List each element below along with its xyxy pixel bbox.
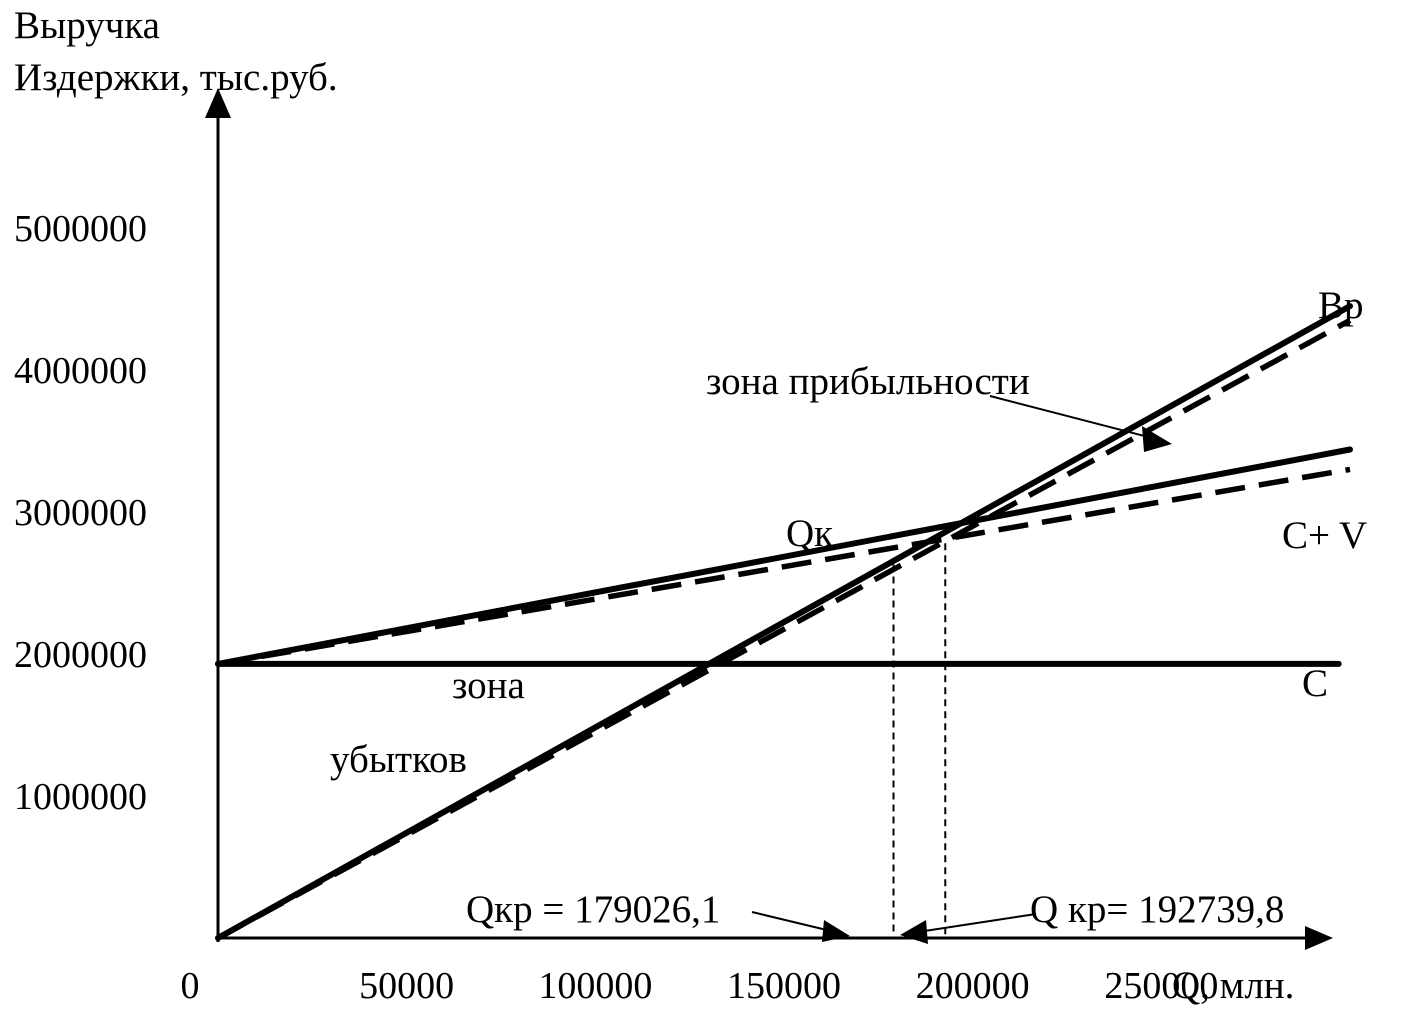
break-even-label-qk: Qк	[786, 512, 833, 555]
qkr-left-arrowhead	[822, 920, 850, 942]
zone-profit-arrowhead	[1142, 426, 1172, 452]
y-axis-title-line1: Выручка	[14, 4, 160, 47]
dashed-series-line	[217, 466, 1351, 667]
qkr-left-label: Qкр = 179026,1	[466, 888, 720, 931]
y-tick-label: 1000000	[14, 776, 147, 818]
zone-loss-label-2: убытков	[330, 738, 467, 781]
zone-loss-label-1: зона	[452, 664, 525, 707]
x-tick-label: 150000	[727, 965, 841, 1007]
qkr-right-leader	[917, 913, 1037, 933]
series-line-вр	[215, 303, 1353, 941]
x-tick-label: 50000	[359, 965, 454, 1007]
break-even-guides	[892, 543, 947, 938]
y-tick-label: 5000000	[14, 208, 147, 250]
dashed-series-line	[216, 317, 1352, 941]
y-axis-title-line2: Издержки, тыс.руб.	[14, 56, 338, 99]
series-label-cv: C+ V	[1282, 514, 1367, 557]
series-label-br: Вр	[1318, 284, 1364, 327]
series-layer	[215, 303, 1353, 941]
qkr-right-arrowhead	[900, 920, 928, 944]
qkr-right-label: Q кр= 192739,8	[1030, 888, 1284, 931]
series-line-cv	[215, 446, 1353, 667]
x-tick-label: 250000	[1104, 965, 1218, 1007]
qkr-left-leader	[751, 911, 836, 933]
y-tick-label: 2000000	[14, 634, 147, 676]
series-label-c: С	[1302, 662, 1328, 705]
y-tick-label: 3000000	[14, 492, 147, 534]
zone-profit-leader	[989, 395, 1161, 441]
x-tick-label: 100000	[538, 965, 652, 1007]
x-tick-label: 0	[181, 965, 200, 1007]
x-axis-arrowhead	[1305, 926, 1333, 950]
x-axis-title: Q, млн.	[1172, 964, 1294, 1007]
x-tick-label: 200000	[916, 965, 1030, 1007]
zone-profit-label: зона прибыльности	[706, 360, 1030, 403]
y-axis-arrowhead	[205, 88, 231, 118]
tick-labels: 0 50000 100000 150000 200000 250000 1000000 200…	[14, 208, 1218, 1007]
y-tick-label: 4000000	[14, 350, 147, 392]
